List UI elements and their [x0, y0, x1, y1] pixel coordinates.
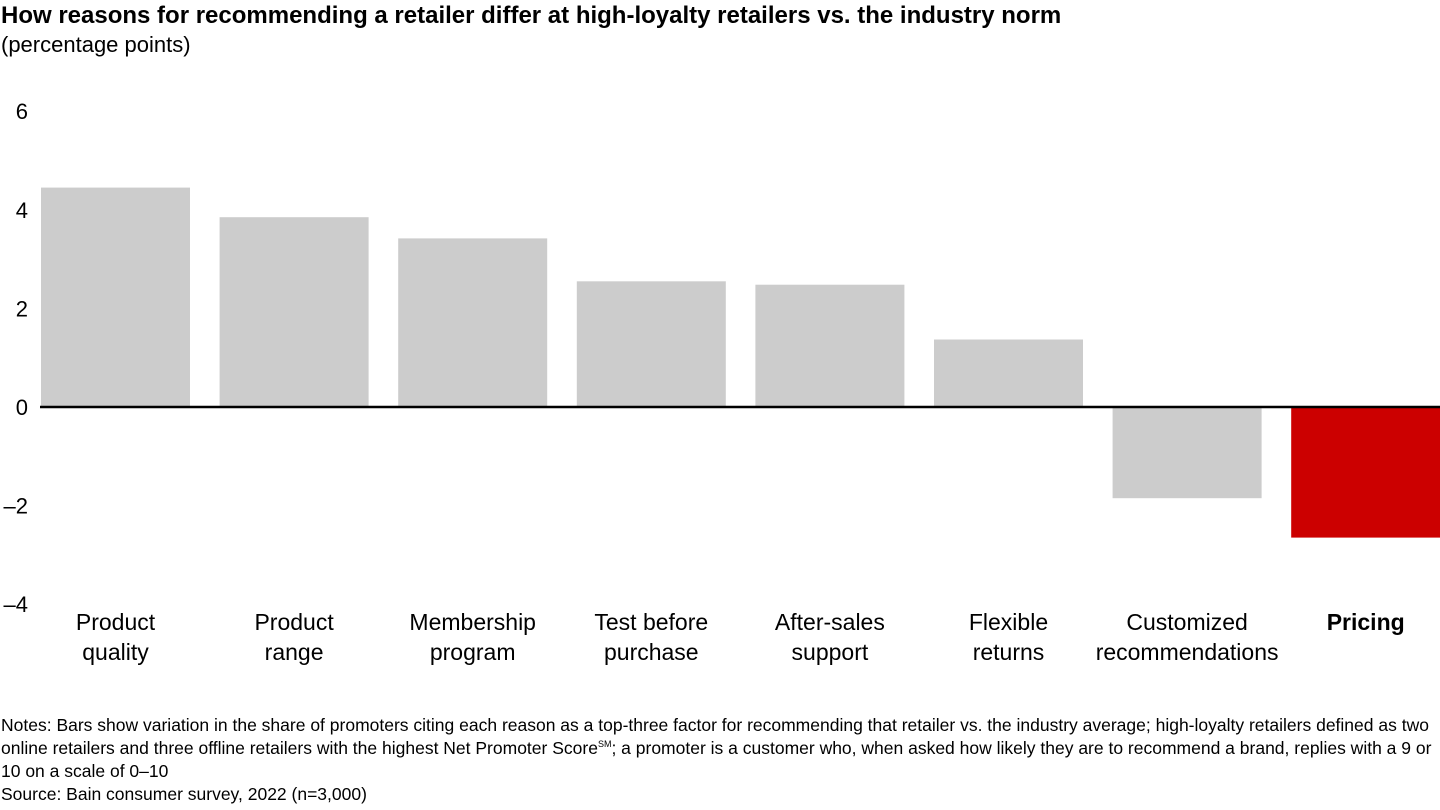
bar-customized-recommendations: [1112, 407, 1262, 499]
bar-chart: 6 4 2 0 –2 –4 Product quality Product range Membe…: [4, 99, 1440, 665]
bar-test-before-purchase: [576, 281, 726, 407]
x-category-label: Product quality: [76, 609, 156, 665]
x-category-label: Membership program: [409, 609, 536, 665]
y-tick-label: 6: [16, 99, 28, 124]
y-tick-label: 4: [16, 198, 28, 223]
notes-text: Notes: Bars show variation in the share …: [1, 715, 1429, 758]
chart-subtitle: (percentage points): [1, 32, 191, 57]
bars-group: [41, 187, 1440, 538]
y-tick-label: –2: [4, 494, 28, 519]
chart-notes: Notes: Bars show variation in the share …: [1, 714, 1439, 806]
bar-after-sales-support: [755, 284, 905, 407]
bar-membership-program: [398, 238, 548, 407]
bar-flexible-returns: [934, 339, 1083, 407]
source-text: Source: Bain consumer survey, 2022 (n=3,…: [1, 784, 367, 804]
y-tick-label: 0: [16, 395, 28, 420]
x-category-label: Product range: [254, 609, 334, 665]
bar-product-quality: [41, 187, 190, 407]
bar-pricing: [1291, 407, 1440, 538]
y-tick-label: 2: [16, 296, 28, 321]
y-tick-label: –4: [4, 592, 28, 617]
x-category-label: Customized recommendations: [1096, 609, 1279, 665]
x-axis-labels: Product quality Product range Membership prog…: [76, 609, 1405, 665]
x-category-label: Test before purchase: [594, 609, 708, 665]
x-category-label: Pricing: [1327, 609, 1405, 635]
bar-product-range: [219, 217, 369, 407]
chart-title: How reasons for recommending a retailer …: [1, 2, 1062, 29]
service-mark: SM: [597, 739, 612, 749]
x-category-label: Flexible returns: [969, 609, 1048, 665]
y-axis-ticks: 6 4 2 0 –2 –4: [4, 99, 28, 617]
x-category-label: After-sales support: [775, 609, 885, 665]
notes-text-cont: ; a promoter is a customer who, when ask…: [1, 738, 1432, 781]
